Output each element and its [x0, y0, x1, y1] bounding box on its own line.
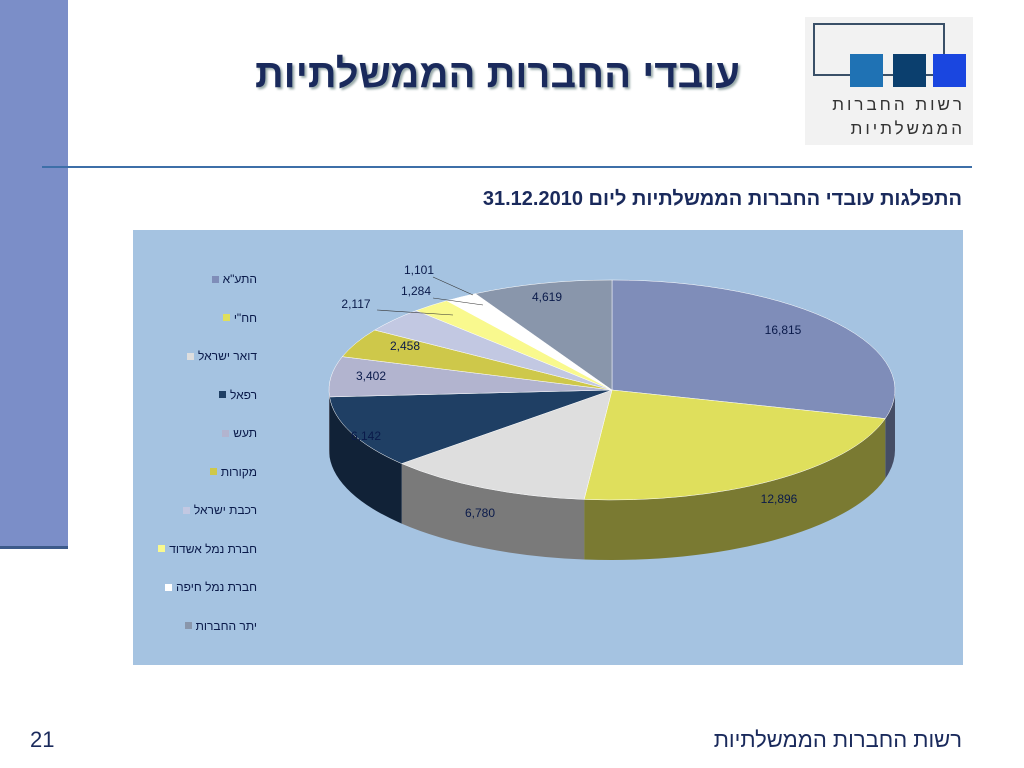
- page-number: 21: [30, 727, 55, 752]
- legend-item: רכבת ישראל: [147, 491, 257, 530]
- logo: רשות החברות הממשלתיות: [805, 17, 973, 145]
- data-label: 12,896: [761, 492, 798, 506]
- data-label: 1,284: [401, 284, 431, 298]
- legend-swatch: [182, 506, 190, 514]
- legend-label: רפאל: [229, 387, 257, 402]
- legend-item: חברת נמל אשדוד: [147, 530, 257, 569]
- legend-label: יתר החברות: [195, 618, 257, 633]
- legend-item: רפאל: [147, 376, 257, 415]
- pie-slice: [474, 279, 613, 391]
- data-label: 2,458: [390, 339, 420, 353]
- left-accent-bar: [0, 0, 68, 549]
- data-label: 6,780: [465, 506, 495, 520]
- legend-swatch: [222, 314, 230, 322]
- pie-slice: [329, 389, 613, 464]
- pie-chart: 16,815 12,896 6,780 6,142 3,402 2,458 2,117 1,2…: [328, 263, 896, 560]
- legend-swatch: [158, 545, 166, 553]
- title-divider: [42, 166, 972, 168]
- data-label: 3,402: [356, 369, 386, 383]
- data-label: 4,619: [532, 290, 562, 304]
- chart-legend: התע"א חח"י דואר ישראל רפאל תעש מקורות רכבת ישר…: [147, 260, 257, 645]
- leader-line: [432, 297, 484, 306]
- legend-label: דואר ישראל: [198, 349, 257, 364]
- legend-item: מקורות: [147, 453, 257, 492]
- legend-label: חברת נמל אשדוד: [169, 541, 257, 556]
- legend-label: רכבת ישראל: [193, 503, 257, 518]
- legend-item: יתר החברות: [147, 607, 257, 646]
- data-label: 16,815: [765, 323, 802, 337]
- legend-item: חברת נמל חיפה: [147, 568, 257, 607]
- leader-line: [432, 276, 474, 296]
- slide-title: עובדי החברות הממשלתיות: [254, 52, 740, 96]
- legend-item: חח"י: [147, 299, 257, 338]
- data-label: 6,142: [351, 429, 381, 443]
- legend-label: מקורות: [220, 464, 257, 479]
- legend-item: דואר ישראל: [147, 337, 257, 376]
- legend-item: התע"א: [147, 260, 257, 299]
- pie-slice-side: [329, 396, 402, 524]
- legend-label: תעש: [233, 426, 257, 441]
- pie-slice-side: [401, 463, 585, 560]
- pie-slice-side: [329, 390, 330, 457]
- legend-label: התע"א: [222, 272, 257, 287]
- pie-slice-side: [885, 390, 895, 479]
- chart-subtitle: התפלגות עובדי החברות הממשלתיות ליום 31.1…: [482, 188, 962, 210]
- logo-line2: הממשלתיות: [850, 119, 965, 138]
- legend-swatch: [209, 468, 217, 476]
- pie-slice: [611, 279, 896, 419]
- legend-item: תעש: [147, 414, 257, 453]
- legend-swatch: [187, 352, 194, 360]
- data-label: 2,117: [341, 297, 370, 311]
- chart-area: התע"א חח"י דואר ישראל רפאל תעש מקורות רכבת ישר…: [133, 230, 963, 665]
- pie-slice: [400, 389, 613, 500]
- legend-swatch: [184, 622, 192, 630]
- legend-swatch: [165, 583, 173, 591]
- logo-line1: רשות החברות: [832, 95, 965, 114]
- legend-swatch: [218, 391, 226, 399]
- legend-label: חברת נמל חיפה: [176, 580, 257, 595]
- data-label: 1,101: [404, 263, 434, 277]
- legend-swatch: [222, 429, 230, 437]
- leader-line: [376, 309, 454, 316]
- legend-swatch: [211, 275, 219, 283]
- pie-slice: [583, 389, 886, 501]
- legend-label: חח"י: [233, 310, 257, 325]
- footer-org: רשות החברות הממשלתיות: [713, 727, 962, 752]
